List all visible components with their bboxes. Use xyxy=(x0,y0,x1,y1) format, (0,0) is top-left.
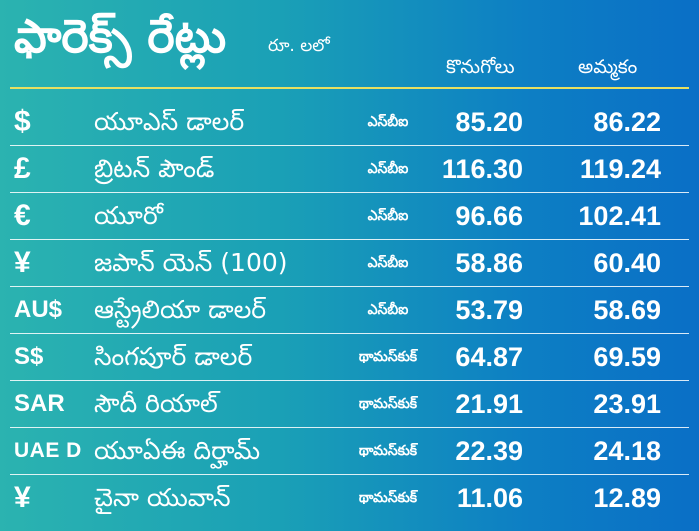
buy-rate: 64.87 xyxy=(455,342,523,372)
rate-source: ఎస్‌బీఐ xyxy=(367,208,409,224)
row-divider xyxy=(10,145,689,146)
rate-source: ఎస్‌బీఐ xyxy=(367,255,409,271)
buy-rate: 53.79 xyxy=(455,295,523,325)
buy-rate: 22.39 xyxy=(455,436,523,466)
rate-row-sar: SAR సౌదీ రియాల్ థామస్‌కుక్ 21.91 23.91 xyxy=(0,381,699,428)
rate-row-usd: $ యూఎస్ డాలర్ ఎస్‌బీఐ 85.20 86.22 xyxy=(0,99,699,146)
currency-symbol: £ xyxy=(14,152,31,185)
currency-name: సింగపూర్ డాలర్ xyxy=(94,342,253,371)
sell-rate: 12.89 xyxy=(593,483,661,513)
buy-rate: 21.91 xyxy=(455,389,523,419)
sell-rate: 58.69 xyxy=(593,295,661,325)
currency-name: ఆస్ట్రేలియా డాలర్ xyxy=(94,295,267,324)
sell-rate: 86.22 xyxy=(593,107,661,137)
rate-row-sgd: S$ సింగపూర్ డాలర్ థామస్‌కుక్ 64.87 69.59 xyxy=(0,334,699,381)
sell-rate: 119.24 xyxy=(579,154,661,184)
currency-name: చైనా యువాన్ xyxy=(94,483,231,512)
rate-source: ఎస్‌బీఐ xyxy=(367,114,409,130)
sell-rate: 102.41 xyxy=(578,201,661,231)
rate-row-eur: € యూరో ఎస్‌బీఐ 96.66 102.41 xyxy=(0,193,699,240)
rate-source: థామస్‌కుక్ xyxy=(358,443,418,459)
currency-name: యూఏఈ దిర్హామ్ xyxy=(94,436,261,465)
rate-row-aed: UAE D యూఏఈ దిర్హామ్ థామస్‌కుక్ 22.39 24.… xyxy=(0,428,699,475)
buy-rate: 96.66 xyxy=(455,201,523,231)
currency-symbol: ¥ xyxy=(14,246,31,279)
buy-rate: 11.06 xyxy=(456,483,523,513)
currency-symbol: $ xyxy=(14,105,31,138)
currency-name: బ్రిటన్ పౌండ్ xyxy=(94,154,215,183)
sell-rate: 60.40 xyxy=(593,248,661,278)
buy-rate: 85.20 xyxy=(455,107,523,137)
sell-rate: 69.59 xyxy=(593,342,661,372)
row-divider xyxy=(10,427,689,428)
row-divider xyxy=(10,192,689,193)
sell-column-header: అమ్మకం xyxy=(578,56,638,78)
buy-rate: 58.86 xyxy=(455,248,523,278)
rate-row-cny: ¥ చైనా యువాన్ థామస్‌కుక్ 11.06 12.89 xyxy=(0,475,699,522)
currency-symbol: UAE D xyxy=(14,439,82,462)
row-divider xyxy=(10,286,689,287)
rate-row-gbp: £ బ్రిటన్ పౌండ్ ఎస్‌బీఐ 116.30 119.24 xyxy=(0,146,699,193)
buy-column-header: కొనుగోలు xyxy=(446,56,515,78)
unit-label: రూ. లలో xyxy=(268,36,330,56)
row-divider xyxy=(10,474,689,475)
row-divider xyxy=(10,239,689,240)
rate-source: ఎస్‌బీఐ xyxy=(367,161,409,177)
currency-symbol: € xyxy=(14,199,31,232)
buy-rate: 116.30 xyxy=(441,154,523,184)
header-divider xyxy=(10,87,689,89)
row-divider xyxy=(10,380,689,381)
rate-source: ఎస్‌బీఐ xyxy=(367,302,409,318)
row-divider xyxy=(10,333,689,334)
rate-source: థామస్‌కుక్ xyxy=(358,396,418,412)
currency-name: యూరో xyxy=(94,201,163,230)
currency-name: యూఎస్ డాలర్ xyxy=(94,107,245,136)
currency-symbol: ¥ xyxy=(14,481,31,514)
currency-name: జపాన్ యెన్ (100) xyxy=(94,248,288,277)
currency-name: సౌదీ రియాల్ xyxy=(94,389,218,418)
rate-row-aud: AU$ ఆస్ట్రేలియా డాలర్ ఎస్‌బీఐ 53.79 58.6… xyxy=(0,287,699,334)
sell-rate: 24.18 xyxy=(593,436,661,466)
currency-symbol: SAR xyxy=(14,390,65,417)
rate-row-jpy: ¥ జపాన్ యెన్ (100) ఎస్‌బీఐ 58.86 60.40 xyxy=(0,240,699,287)
rate-source: థామస్‌కుక్ xyxy=(358,490,418,506)
currency-symbol: S$ xyxy=(14,343,44,370)
page-title: ఫారెక్స్ రేట్లు xyxy=(14,9,227,63)
sell-rate: 23.91 xyxy=(593,389,661,419)
rate-source: థామస్‌కుక్ xyxy=(358,349,418,365)
currency-symbol: AU$ xyxy=(14,296,63,323)
